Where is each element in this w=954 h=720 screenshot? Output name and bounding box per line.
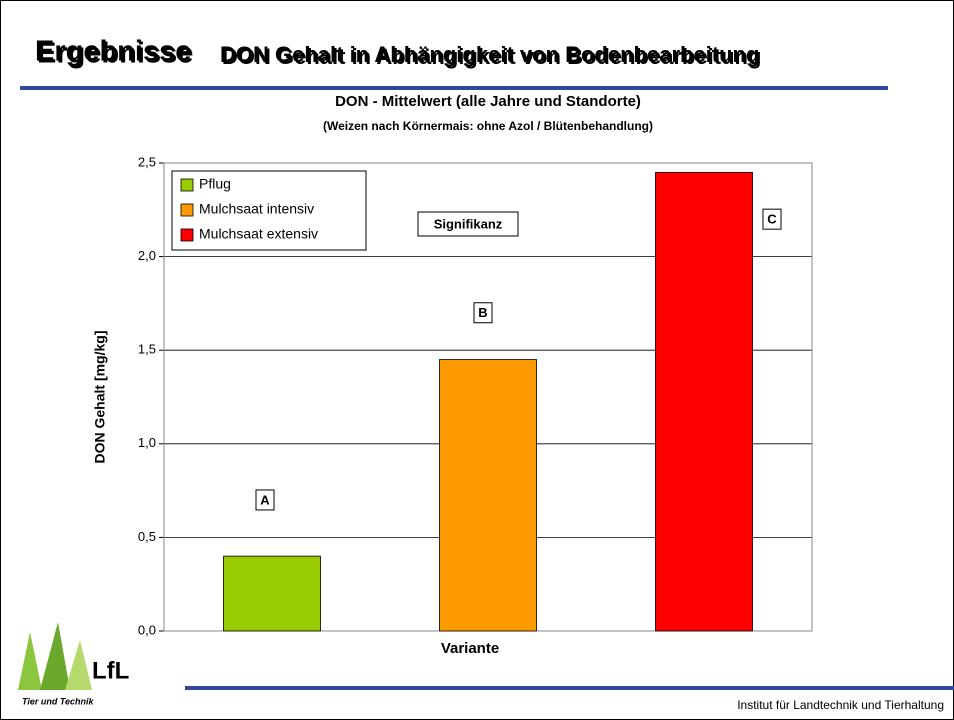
y-tick-label: 1,5 (138, 342, 156, 357)
significance-letter: C (767, 212, 777, 227)
slide-title: Ergebnisse (35, 36, 191, 68)
legend-swatch (180, 178, 194, 192)
header-line (20, 86, 888, 90)
annotation: Signifikanz (434, 216, 503, 231)
chart-title: DON - Mittelwert (alle Jahre und Standor… (335, 93, 641, 110)
y-tick-label: 1,0 (138, 435, 156, 450)
y-tick-label: 0,5 (138, 529, 156, 544)
header: Ergebnisse Ergebnisse DON Gehalt in Abhä… (20, 36, 888, 90)
footer-line (185, 686, 954, 690)
legend-label: Pflug (199, 176, 231, 192)
logo-leaf (40, 622, 70, 690)
legend-swatch (180, 203, 194, 217)
significance-box (255, 489, 275, 511)
legend-swatch (180, 228, 194, 242)
y-tick-label: 2,0 (138, 248, 156, 263)
logo: LfL Tier und Technik (18, 622, 129, 706)
title-shadow: Ergebnisse (37, 38, 193, 70)
significance-letter: B (478, 305, 487, 320)
title-rest-shadow: DON Gehalt in Abhängigkeit von Bodenbear… (222, 44, 761, 69)
annotation-box (417, 211, 519, 237)
chart-subtitle: (Weizen nach Körnermais: ohne Azol / Blü… (323, 119, 653, 133)
legend-box (171, 170, 367, 251)
x-axis-label: Variante (441, 640, 499, 657)
logo-leaf (18, 632, 42, 690)
legend-label: Mulchsaat extensiv (199, 226, 318, 242)
logo-sub: Tier und Technik (22, 696, 95, 706)
significance-box (473, 302, 493, 324)
logo-leaf (65, 640, 92, 690)
significance-box (762, 208, 782, 230)
y-tick-label: 0,0 (138, 622, 156, 637)
bar (439, 359, 537, 632)
footer: Institut für Landtechnik und Tierhaltung (737, 698, 944, 712)
significance-letter: A (260, 492, 270, 507)
y-tick-label: 2,5 (138, 154, 156, 169)
slide-title-rest: DON Gehalt in Abhängigkeit von Bodenbear… (220, 42, 759, 67)
y-axis-label: DON Gehalt [mg/kg] (92, 330, 108, 463)
logo-text: LfL (92, 657, 129, 684)
bar (223, 555, 321, 632)
bar (655, 171, 753, 632)
legend-label: Mulchsaat intensiv (199, 201, 314, 217)
